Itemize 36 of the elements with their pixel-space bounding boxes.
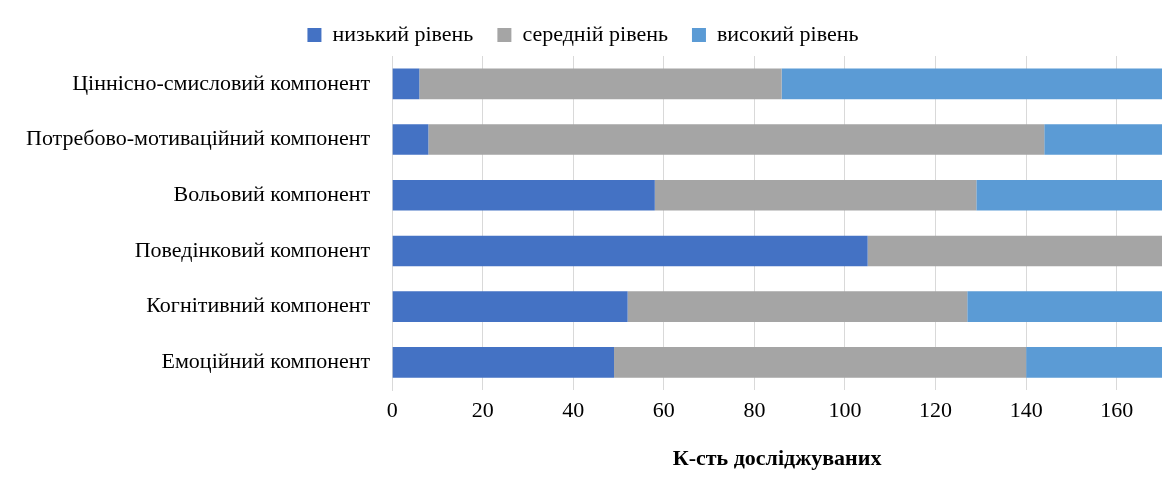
x-tick-label: 160 — [1100, 397, 1134, 423]
y-tick-label: Вольовий компонент — [173, 181, 371, 207]
bar — [419, 68, 782, 100]
bar — [967, 291, 1162, 322]
y-tick-label: Потребово-мотиваційний компонент — [26, 125, 371, 151]
bar — [392, 179, 655, 211]
bar — [614, 347, 1027, 378]
x-tick-label: 40 — [562, 397, 585, 423]
x-tick-label: 0 — [386, 397, 398, 423]
bar — [627, 291, 968, 322]
x-axis-title: К-сть досліджуваних — [672, 445, 882, 471]
bar — [392, 235, 868, 267]
bar — [392, 124, 429, 155]
bar — [1044, 124, 1162, 155]
bar — [392, 291, 628, 322]
x-tick-label: 140 — [1009, 397, 1043, 423]
y-tick-label: Емоційний компонент — [161, 348, 371, 374]
x-tick-label: 120 — [919, 397, 953, 423]
bar — [976, 179, 1162, 211]
x-tick-label: 60 — [652, 397, 675, 423]
bar — [867, 235, 1162, 267]
legend-label: високий рівень — [716, 20, 859, 46]
x-tick-label: 20 — [471, 397, 494, 423]
x-tick-label: 80 — [743, 397, 766, 423]
legend-label: низький рівень — [332, 20, 474, 46]
bar — [1026, 347, 1162, 378]
bar — [392, 68, 420, 100]
y-tick-label: Ціннісно-смисловий компонент — [72, 69, 371, 95]
bar — [428, 124, 1045, 155]
x-tick-label: 100 — [828, 397, 862, 423]
legend-label: середній рівень — [522, 20, 668, 46]
y-tick-label: Когнітивний компонент — [146, 292, 371, 318]
y-tick-label: Поведінковий компонент — [134, 236, 371, 262]
bar — [392, 347, 615, 378]
bar — [781, 68, 1162, 100]
bar — [654, 179, 977, 211]
